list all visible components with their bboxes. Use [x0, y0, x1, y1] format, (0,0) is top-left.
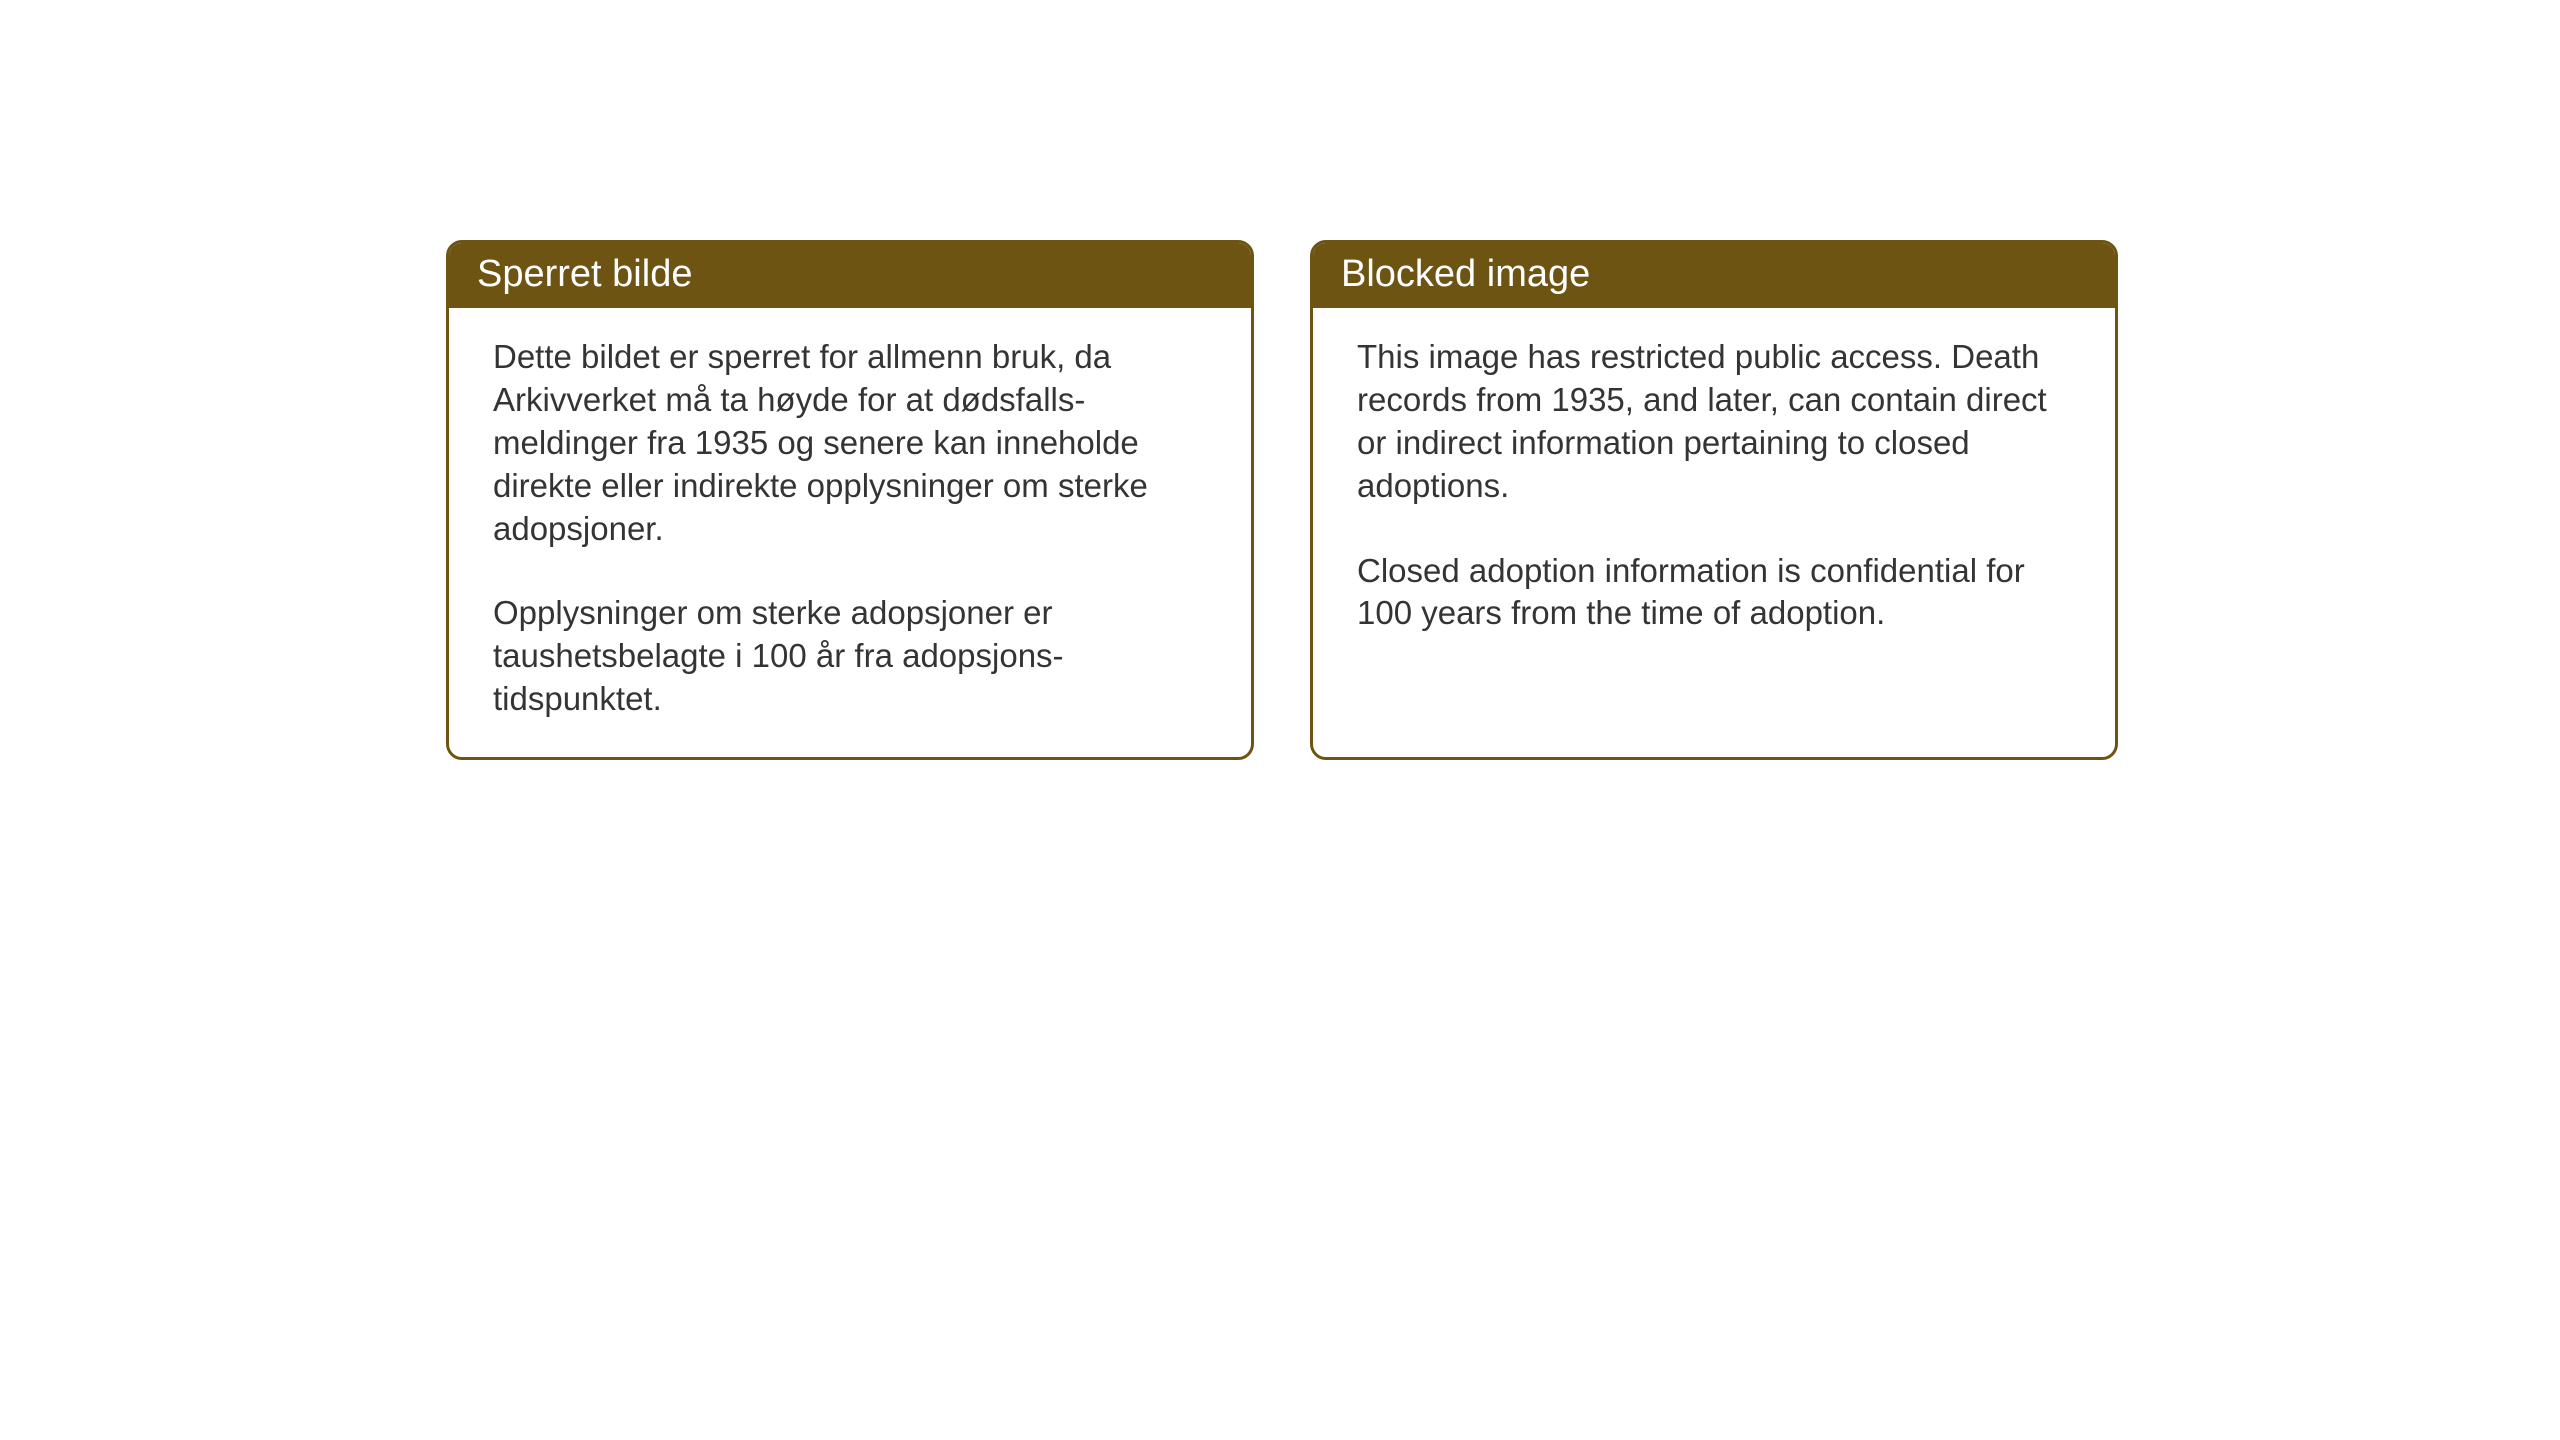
card-norwegian: Sperret bilde Dette bildet er sperret fo… [446, 240, 1254, 760]
card-norwegian-paragraph-2: Opplysninger om sterke adopsjoner er tau… [493, 592, 1207, 721]
card-english-paragraph-2: Closed adoption information is confident… [1357, 550, 2071, 636]
card-english-header: Blocked image [1313, 243, 2115, 308]
card-norwegian-paragraph-1: Dette bildet er sperret for allmenn bruk… [493, 336, 1207, 550]
card-english-body: This image has restricted public access.… [1313, 308, 2115, 671]
card-english-paragraph-1: This image has restricted public access.… [1357, 336, 2071, 508]
card-english: Blocked image This image has restricted … [1310, 240, 2118, 760]
card-norwegian-body: Dette bildet er sperret for allmenn bruk… [449, 308, 1251, 757]
card-norwegian-header: Sperret bilde [449, 243, 1251, 308]
cards-container: Sperret bilde Dette bildet er sperret fo… [446, 240, 2118, 760]
